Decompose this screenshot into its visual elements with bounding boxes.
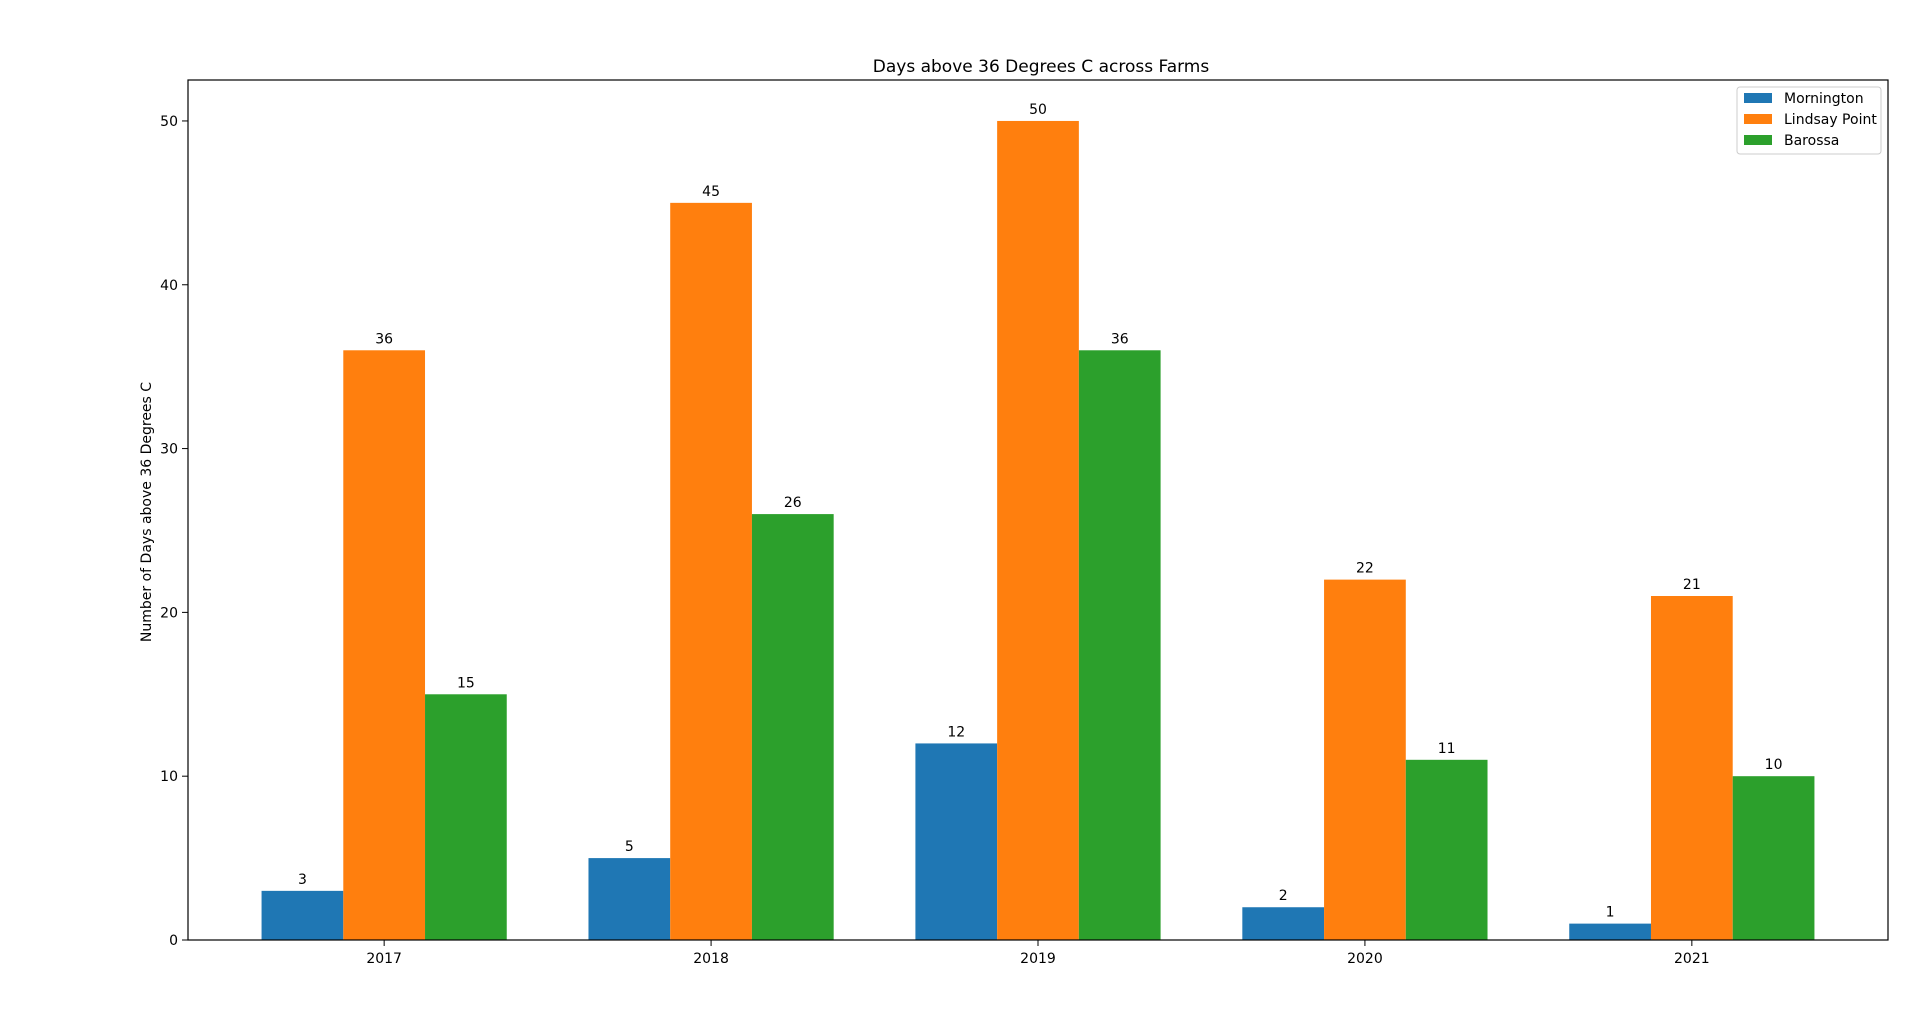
bar-value-label: 45 <box>702 184 720 200</box>
bar-barossa-2017 <box>425 694 507 940</box>
bar-barossa-2019 <box>1078 350 1161 940</box>
bar-value-label: 3 <box>298 872 307 888</box>
legend-swatch-barossa <box>1744 135 1772 145</box>
bar-value-label: 36 <box>375 331 393 347</box>
bar-value-label: 1 <box>1606 905 1615 921</box>
legend-label-lindsay-point: Lindsay Point <box>1784 112 1877 128</box>
bar-lindsay-point-2021 <box>1650 596 1733 940</box>
legend-label-barossa: Barossa <box>1784 133 1839 149</box>
bar-value-label: 12 <box>947 724 965 740</box>
legend-swatch-mornington <box>1744 93 1772 103</box>
bar-value-label: 2 <box>1279 888 1288 904</box>
bars-layer <box>261 120 1815 940</box>
bar-value-label: 22 <box>1356 561 1374 577</box>
bar-lindsay-point-2017 <box>343 350 426 940</box>
y-axis-label: Number of Days above 36 Degrees C <box>139 382 155 642</box>
bar-barossa-2021 <box>1732 776 1815 940</box>
bar-value-label: 21 <box>1683 577 1701 593</box>
legend: Mornington Lindsay Point Barossa <box>1736 86 1882 155</box>
legend-label-mornington: Mornington <box>1784 91 1864 107</box>
y-tick-label: 10 <box>160 769 178 785</box>
bar-value-label: 10 <box>1765 757 1783 773</box>
bar-barossa-2018 <box>751 514 834 940</box>
y-tick-label: 20 <box>160 605 178 621</box>
bar-lindsay-point-2018 <box>670 202 752 940</box>
x-tick-label: 2018 <box>693 951 729 967</box>
y-tick-label: 30 <box>160 442 178 458</box>
legend-box <box>1736 86 1882 155</box>
bar-lindsay-point-2020 <box>1324 579 1406 940</box>
y-tick-label: 40 <box>160 278 178 294</box>
bar-value-label: 5 <box>625 839 634 855</box>
bar-mornington-2017 <box>261 890 344 940</box>
legend-swatch-lindsay-point <box>1744 114 1772 124</box>
bar-value-label: 15 <box>457 675 475 691</box>
bar-mornington-2018 <box>588 858 671 940</box>
x-tick-label: 2021 <box>1674 951 1710 967</box>
bar-mornington-2021 <box>1569 923 1651 940</box>
bar-mornington-2019 <box>915 743 998 940</box>
plot-frame <box>187 79 1889 941</box>
x-tick-label: 2019 <box>1020 951 1056 967</box>
x-axis: 2017 2018 2019 2020 2021 <box>366 940 1710 967</box>
y-tick-label: 0 <box>169 933 178 949</box>
chart-title: Days above 36 Degrees C across Farms <box>873 57 1210 77</box>
bar-value-label: 36 <box>1111 331 1129 347</box>
y-axis: 0 10 20 30 40 50 <box>160 114 188 949</box>
x-tick-label: 2020 <box>1347 951 1383 967</box>
y-tick-label: 50 <box>160 114 178 130</box>
bar-value-label: 11 <box>1438 741 1456 757</box>
bar-value-label: 50 <box>1029 102 1047 118</box>
bar-mornington-2020 <box>1242 907 1325 940</box>
bar-lindsay-point-2019 <box>997 120 1079 940</box>
x-tick-label: 2017 <box>366 951 402 967</box>
bar-barossa-2020 <box>1405 759 1488 940</box>
bar-value-label: 26 <box>784 495 802 511</box>
